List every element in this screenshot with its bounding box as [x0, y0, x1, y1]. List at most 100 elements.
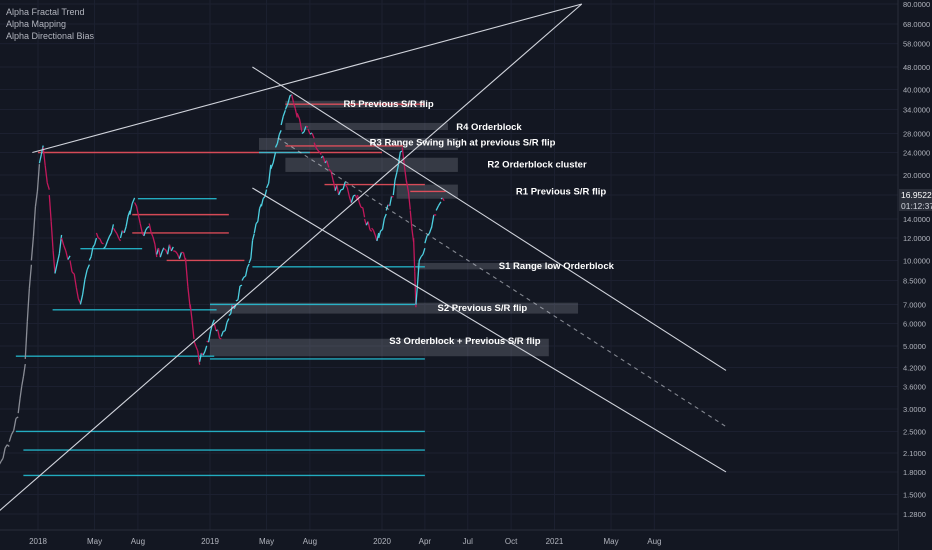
x-tick-label-12: Aug — [647, 537, 661, 546]
time-axis-background[interactable] — [0, 530, 898, 550]
y-tick-label-12: 10.0000 — [903, 256, 930, 265]
price-segment-66-1 — [412, 237, 416, 272]
price-segment-20-3 — [137, 214, 141, 224]
zone-label-0: R5 Previous S/R flip — [343, 99, 433, 110]
price-segment-6-3 — [34, 190, 39, 207]
price-segment-48-1 — [307, 128, 311, 135]
price-segment-36-2 — [250, 240, 254, 259]
price-segment-11-4 — [67, 255, 71, 260]
price-segment-12-5 — [77, 298, 82, 304]
price-segment-20-2 — [135, 206, 140, 216]
price-segment-58-2 — [372, 230, 376, 236]
price-axis[interactable]: 80.0000 68.0000 58.0000 48.0000 40.0000 34.00… — [903, 0, 930, 519]
price-segment-56-2 — [358, 202, 362, 208]
price-segment-17-2 — [114, 230, 118, 235]
price-segment-15-1 — [95, 232, 99, 239]
price-segment-58-1 — [371, 227, 374, 231]
price-segment-44-2 — [291, 94, 295, 103]
price-segment-37-4 — [258, 203, 262, 209]
price-segment-12-1 — [69, 260, 73, 273]
price-segment-67-2 — [416, 260, 420, 284]
y-tick-label-0: 80.0000 — [903, 0, 930, 9]
trendline-4 — [277, 137, 727, 428]
price-segment-7-1 — [38, 154, 42, 164]
price-segment-51-1 — [328, 168, 332, 172]
x-tick-label-9: Oct — [505, 537, 518, 546]
price-segment-10-1 — [54, 263, 58, 274]
countdown-label: 01:12:37 — [901, 201, 932, 211]
price-segment-19-2 — [131, 197, 136, 204]
price-segment-22-2 — [150, 232, 154, 238]
price-segment-32-4 — [226, 318, 230, 323]
price-segment-49-1 — [313, 142, 317, 148]
y-tick-label-24: 1.2800 — [903, 510, 926, 519]
price-segment-58-4 — [376, 232, 380, 242]
price-segment-42-1 — [280, 115, 284, 126]
y-tick-label-7: 24.0000 — [903, 148, 930, 157]
price-segment-59-1 — [378, 230, 382, 239]
price-segment-42-2 — [282, 109, 287, 117]
price-segment-35-4 — [246, 263, 250, 268]
y-tick-label-18: 3.6000 — [903, 382, 926, 391]
price-segment-13-1 — [79, 294, 84, 305]
price-segment-49-3 — [317, 149, 320, 153]
x-tick-label-0: 2018 — [29, 537, 47, 546]
price-segment-53-1 — [338, 189, 342, 196]
price-segment-16-4 — [108, 232, 112, 237]
price-segment-45-2 — [294, 108, 298, 118]
indicator-alpha-fractal-trend[interactable]: Alpha Fractal Trend — [6, 7, 85, 17]
price-segment-43-1 — [284, 103, 289, 110]
price-segment-21-4 — [147, 226, 150, 229]
price-segment-31-1 — [213, 323, 217, 331]
price-segment-15-2 — [97, 237, 101, 240]
price-segment-11-2 — [63, 245, 67, 252]
price-segment-41-3 — [278, 130, 282, 135]
zone-label-6: S2 Previous S/R flip — [437, 303, 527, 314]
price-segment-59-2 — [380, 228, 383, 232]
y-tick-label-20: 2.5000 — [903, 427, 926, 436]
price-segment-70-1 — [430, 214, 435, 229]
price-segment-4-1 — [17, 398, 21, 414]
price-segment-13-4 — [86, 264, 90, 271]
price-segment-36-3 — [251, 233, 255, 241]
levels-layer — [15, 103, 446, 477]
price-segment-71-2 — [437, 201, 442, 206]
price-segment-28-2 — [195, 345, 199, 352]
price-segment-11-3 — [65, 250, 69, 260]
y-tick-label-3: 48.0000 — [903, 63, 930, 72]
price-segment-49-4 — [318, 151, 322, 155]
price-segment-34-1 — [235, 299, 239, 302]
y-tick-label-19: 3.0000 — [903, 405, 926, 414]
price-segment-14-1 — [88, 256, 92, 261]
zone-labels-layer: R5 Previous S/R flip R4 Orderblock R3 Rang… — [343, 99, 614, 347]
x-tick-label-3: 2019 — [201, 537, 219, 546]
price-segment-6-2 — [32, 206, 37, 237]
indicator-alpha-directional-bias[interactable]: Alpha Directional Bias — [6, 31, 95, 41]
price-segment-41-2 — [276, 134, 280, 144]
price-segment-40-1 — [270, 162, 274, 170]
price-axis-background[interactable] — [898, 0, 932, 550]
price-segment-5-3 — [28, 264, 33, 289]
price-segment-20-4 — [139, 223, 143, 233]
trendline-1 — [0, 3, 583, 511]
price-segment-8-3 — [46, 182, 50, 190]
trendline-0 — [32, 3, 582, 154]
price-segment-26-1 — [184, 257, 189, 287]
price-segment-37-3 — [257, 208, 261, 222]
zone-3 — [285, 157, 458, 172]
zone-label-2: R3 Range Swing high at previous S/R flip — [370, 138, 556, 149]
price-segment-9-2 — [50, 221, 54, 251]
price-segment-68-1 — [418, 256, 422, 261]
price-segment-16-5 — [110, 224, 115, 234]
price-segment-3-1 — [8, 434, 13, 442]
price-segment-21-2 — [143, 229, 147, 237]
price-segment-61-1 — [392, 179, 396, 196]
price-segment-20-1 — [134, 202, 138, 207]
price-segment-46-1 — [296, 112, 301, 120]
price-segment-9-3 — [52, 250, 56, 273]
indicator-alpha-mapping[interactable]: Alpha Mapping — [6, 19, 67, 29]
price-segment-52-3 — [336, 185, 340, 195]
time-axis[interactable]: 2018 May Aug 2019 May Aug 2020 Apr Jul Oct 2021 May… — [29, 537, 661, 546]
x-tick-label-11: May — [603, 537, 618, 546]
